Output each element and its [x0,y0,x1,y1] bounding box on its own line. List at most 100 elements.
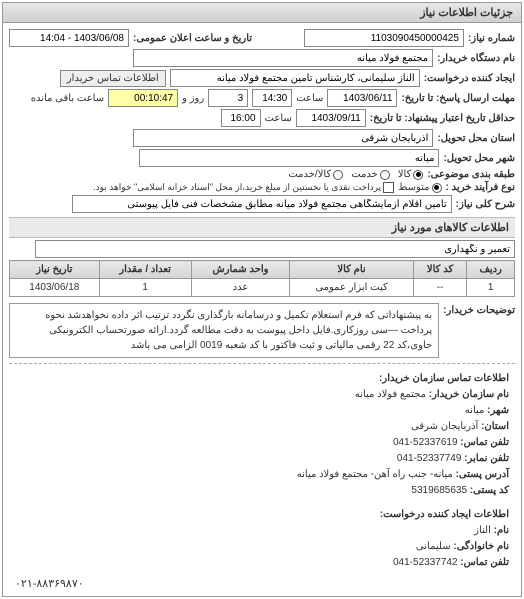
cb-city: میانه [465,405,485,416]
row-classification: طبقه بندی موضوعی: کالا خدمت کالا/خدمت [9,169,515,180]
public-datetime-field[interactable] [9,29,129,47]
cb-postcode-label: کد پستی: [470,483,509,499]
city-label: شهر محل تحویل: [443,153,515,164]
cb-city-label: شهر: [487,403,509,419]
cb-fax: 041-52337749 [397,453,462,464]
cell: کیت ابزار عمومی [290,279,414,297]
cc-fname: الناز [474,525,491,536]
radio-goods[interactable]: کالا [398,169,424,180]
goods-table-head: ردیف کد کالا نام کالا واحد شمارش تعداد /… [10,261,515,279]
cb-org: مجتمع فولاد میانه [355,389,426,400]
radio-goods-dot [413,170,423,180]
footer-phone: ۰۲۱-۸۸۳۶۹۸۷۰ [9,575,515,592]
row-validity: حداقل تاریخ اعتبار پیشنهاد: تا تاریخ: سا… [9,109,515,127]
cell: 1403/06/18 [10,279,100,297]
row-deadline: مهلت ارسال پاسخ: تا تاریخ: ساعت روز و سا… [9,89,515,107]
cb-province-label: استان: [481,419,509,435]
details-panel: جزئیات اطلاعات نیاز شماره نیاز: تاریخ و … [2,2,522,597]
subject-field[interactable] [72,195,452,213]
cc-lname: سلیمانی [416,541,451,552]
cc-lname-label: نام خانوادگی: [453,539,509,555]
radio-both[interactable]: کالا/خدمت [288,169,343,180]
cell: 1 [99,279,191,297]
buyer-org-field[interactable] [133,49,433,67]
col-5: تاریخ نیاز [10,261,100,279]
col-0: ردیف [467,261,515,279]
radio-both-dot [333,170,343,180]
radio-goods-label: کالا [398,169,412,180]
purchase-type-label: نوع فرآیند خرید : [446,182,515,193]
cb-province: آذربایجان شرقی [411,421,478,432]
buyer-desc-box: به پیشنهاداتی که فرم استعلام تکمیل و درس… [9,303,439,358]
time-left-field [108,89,178,107]
cb-phone: 041-52337619 [393,437,458,448]
deadline-label: مهلت ارسال پاسخ: تا تاریخ: [401,93,515,104]
creator-label: ایجاد کننده درخواست: [424,73,515,84]
subject-label: شرح کلی نیاز: [456,199,515,210]
time-left-label: ساعت باقی مانده [31,93,104,104]
days-left-field [208,89,248,107]
goods-table: ردیف کد کالا نام کالا واحد شمارش تعداد /… [9,260,515,297]
panel-title: جزئیات اطلاعات نیاز [3,3,521,23]
cb-org-label: نام سازمان خریدار: [429,387,509,403]
radio-service[interactable]: خدمت [351,169,390,180]
province-label: استان محل تحویل: [437,133,515,144]
validity-label: حداقل تاریخ اعتبار پیشنهاد: تا تاریخ: [370,113,515,124]
col-2: نام کالا [290,261,414,279]
buyer-desc-label: توضیحات خریدار: [443,301,515,316]
validity-time-label: ساعت [265,113,292,124]
request-no-label: شماره نیاز: [468,33,515,44]
row-subject: شرح کلی نیاز: [9,195,515,213]
panel-body: شماره نیاز: تاریخ و ساعت اعلان عمومی: نا… [3,23,521,596]
cb-phone-label: تلفن تماس: [460,435,509,451]
classification-radio-group: کالا خدمت کالا/خدمت [288,169,423,180]
cc-phone: 041-52337742 [393,557,458,568]
check-mid[interactable]: متوسط [398,182,441,193]
classification-label: طبقه بندی موضوعی: [427,169,515,180]
public-datetime-label: تاریخ و ساعت اعلان عمومی: [133,33,252,44]
validity-time-field[interactable] [221,109,261,127]
city-field[interactable] [139,149,439,167]
radio-service-dot [380,170,390,180]
row-request-no: شماره نیاز: تاریخ و ساعت اعلان عمومی: [9,29,515,47]
cell: عدد [191,279,290,297]
buyer-contact-button[interactable]: اطلاعات تماس خریدار [60,70,166,87]
request-no-field[interactable] [304,29,464,47]
cc-phone-label: تلفن تماس: [460,555,509,571]
row-purchase-type: نوع فرآیند خرید : متوسط پرداخت نقدی یا ن… [9,182,515,193]
deadline-time-field[interactable] [252,89,292,107]
row-province: استان محل تحویل: [9,129,515,147]
cell: 1 [467,279,515,297]
cb-address: میانه- جنب راه آهن- مجتمع فولاد میانه [297,469,453,480]
contact-creator-title: اطلاعات ایجاد کننده درخواست: [380,507,509,523]
check-mid-dot [432,183,442,193]
radio-both-label: کالا/خدمت [288,169,331,180]
col-1: کد کالا [413,261,467,279]
table-row[interactable]: 1 -- کیت ابزار عمومی عدد 1 1403/06/18 [10,279,515,297]
check-small-box [383,182,394,193]
contact-buyer-block: اطلاعات تماس سازمان خریدار: نام سازمان خ… [9,367,515,503]
province-field[interactable] [133,129,433,147]
row-goods-filter [9,240,515,258]
cb-fax-label: تلفن نمابر: [464,451,509,467]
row-buyer-org: نام دستگاه خریدار: [9,49,515,67]
goods-table-body: 1 -- کیت ابزار عمومی عدد 1 1403/06/18 [10,279,515,297]
row-buyer-desc: توضیحات خریدار: به پیشنهاداتی که فرم است… [9,301,515,360]
row-city: شهر محل تحویل: [9,149,515,167]
contact-creator-block: اطلاعات ایجاد کننده درخواست: نام: الناز … [9,503,515,575]
goods-filter-field[interactable] [35,240,515,258]
buyer-org-label: نام دستگاه خریدار: [437,53,515,64]
check-mid-label: متوسط [398,182,429,193]
deadline-date-field[interactable] [327,89,397,107]
goods-section-title: اطلاعات کالاهای مورد نیاز [9,217,515,238]
cc-fname-label: نام: [494,523,509,539]
creator-field[interactable] [170,69,420,87]
validity-date-field[interactable] [296,109,366,127]
col-4: تعداد / مقدار [99,261,191,279]
days-left-label: روز و [182,93,204,104]
deadline-time-label: ساعت [296,93,323,104]
check-small-label: پرداخت نقدی یا نخستین از مبلغ خرید،از مح… [93,182,381,193]
col-3: واحد شمارش [191,261,290,279]
check-small[interactable]: پرداخت نقدی یا نخستین از مبلغ خرید،از مح… [93,182,394,193]
cb-postcode: 5319685635 [411,485,467,496]
